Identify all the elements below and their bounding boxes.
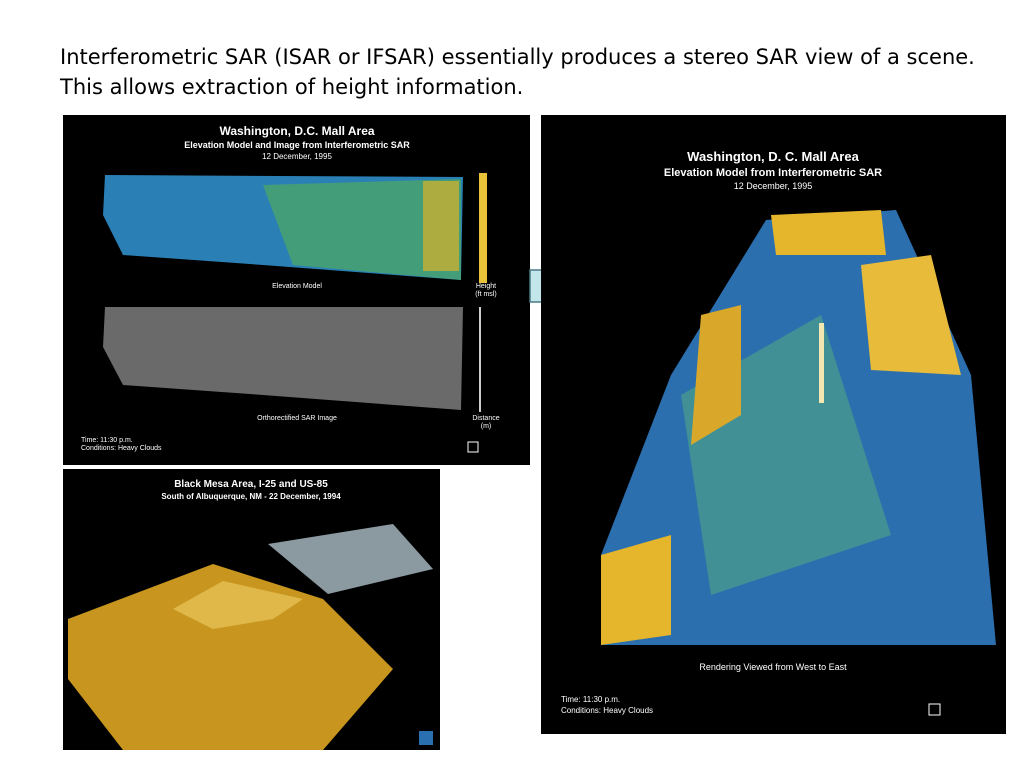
panel-dc-mall-2d: Washington, D.C. Mall Area Elevation Mod… [63,115,530,465]
sar-image [103,307,463,410]
scale-unit: (ft msl) [475,291,496,298]
caption: Elevation Model [272,283,322,290]
scale-label: Distance [472,415,499,422]
panel-subtitle: South of Albuquerque, NM - 22 December, … [161,492,341,501]
scale-unit: (m) [481,423,492,430]
buildings [691,305,741,445]
terrain-render [68,564,393,750]
buildings [861,255,961,375]
photo-inset [268,524,433,594]
buildings [601,535,671,645]
panel-date: 12 December, 1995 [262,152,332,161]
panel-black-mesa: Black Mesa Area, I-25 and US-85 South of… [63,469,440,750]
panel-title: Washington, D. C. Mall Area [687,149,859,164]
intro-text: Interferometric SAR (ISAR or IFSAR) esse… [60,45,975,99]
time: Time: 11:30 p.m. [561,695,620,704]
logo [419,731,433,745]
terrain-mesa [173,581,303,629]
conditions: Conditions: Heavy Clouds [81,445,162,452]
panel-subtitle: Elevation Model and Image from Interfero… [184,140,410,150]
panel-title: Black Mesa Area, I-25 and US-85 [174,479,328,490]
panel-subtitle: Elevation Model from Interferometric SAR [664,167,882,179]
conditions: Conditions: Heavy Clouds [561,706,653,715]
logo [467,441,479,453]
panel-date: 12 December, 1995 [734,181,813,191]
time: Time: 11:30 p.m. [81,437,133,444]
color-scale [479,173,487,283]
caption: Rendering Viewed from West to East [699,662,847,672]
panel-background [63,115,530,465]
panel-title: Washington, D.C. Mall Area [219,124,374,138]
caption: Orthorectified SAR Image [257,415,337,422]
buildings [771,210,886,255]
elevation-map-detail [263,179,461,280]
logo [928,703,941,716]
monument [819,323,824,403]
scale-label: Height [476,283,496,290]
elevation-map-detail [423,181,459,271]
panel-dc-mall-3d: Washington, D. C. Mall Area Elevation Mo… [541,115,1006,734]
distance-scale [479,307,481,412]
